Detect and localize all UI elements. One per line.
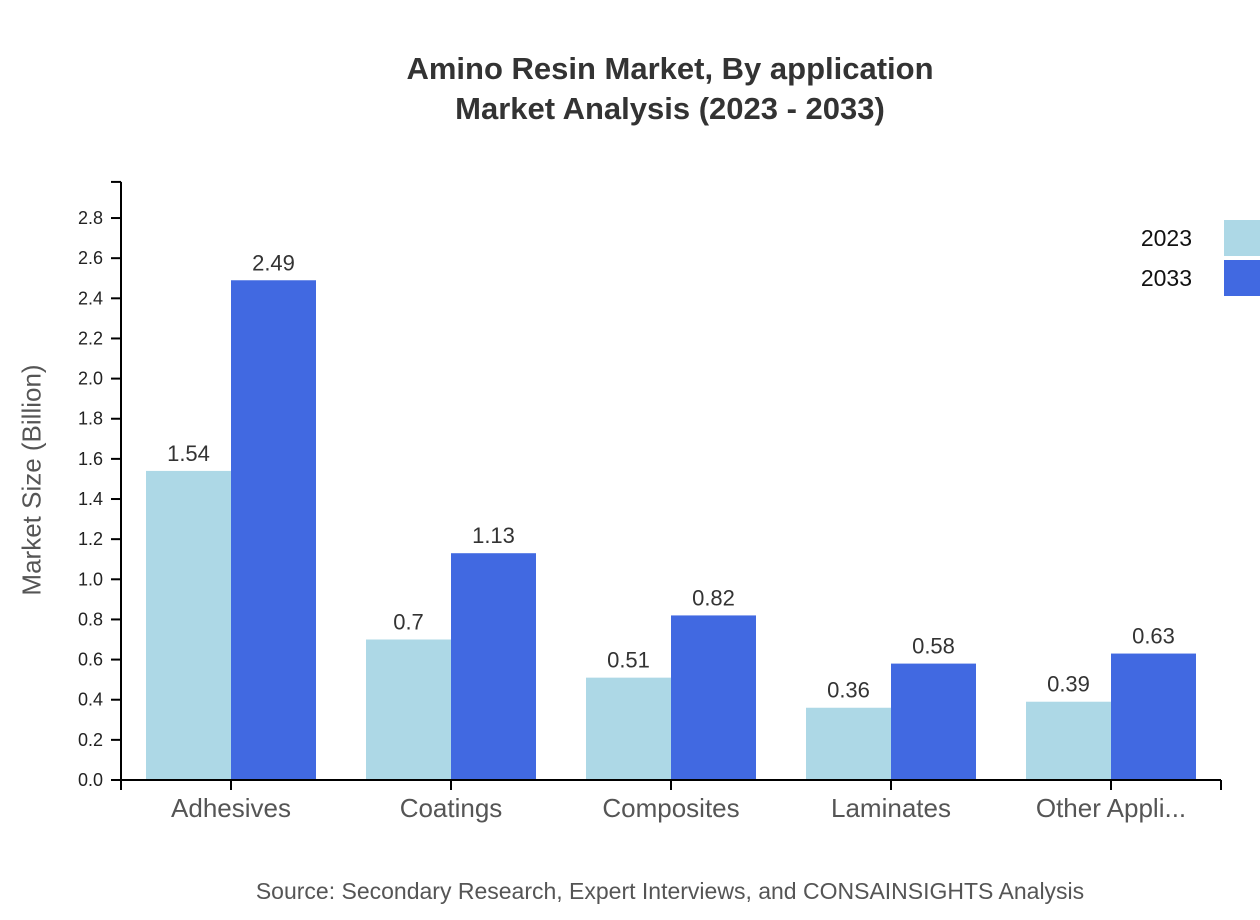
y-tick-label: 1.6	[78, 449, 103, 469]
legend-label: 2033	[1141, 265, 1192, 291]
data-label: 1.54	[167, 441, 210, 466]
bar-2023	[806, 707, 891, 780]
y-tick-label: 1.2	[78, 529, 103, 549]
data-label: 0.51	[607, 648, 650, 673]
data-label: 0.39	[1047, 672, 1090, 697]
y-tick-label: 2.2	[78, 328, 103, 348]
y-tick-label: 0.0	[78, 770, 103, 790]
y-tick-label: 0.8	[78, 609, 103, 629]
y-tick-label: 1.8	[78, 409, 103, 429]
data-label: 0.36	[827, 678, 870, 703]
bar-2033	[451, 553, 536, 780]
bar-2023	[1026, 701, 1111, 780]
data-label: 0.58	[912, 634, 955, 659]
bar-2033	[231, 280, 316, 780]
bar-2033	[891, 663, 976, 780]
x-tick-label: Coatings	[400, 793, 503, 823]
x-tick-label: Laminates	[831, 793, 951, 823]
y-tick-label: 2.4	[78, 288, 103, 308]
bar-2023	[366, 639, 451, 780]
y-tick-label: 1.0	[78, 569, 103, 589]
data-label: 1.13	[472, 523, 515, 548]
bar-2023	[146, 470, 231, 780]
chart-subtitle: Market Analysis (2023 - 2033)	[455, 91, 885, 126]
data-label: 0.82	[692, 585, 735, 610]
source-note: Source: Secondary Research, Expert Inter…	[255, 878, 1085, 904]
y-tick-label: 2.6	[78, 248, 103, 268]
data-label: 0.7	[393, 610, 424, 635]
legend-label: 2023	[1141, 225, 1192, 251]
data-label: 0.63	[1132, 624, 1175, 649]
y-tick-label: 1.4	[78, 489, 103, 509]
y-tick-label: 2.0	[78, 369, 103, 389]
bar-2033	[1111, 653, 1196, 780]
legend-swatch-2023	[1224, 220, 1260, 256]
bar-2023	[586, 677, 671, 780]
legend-swatch-2033	[1224, 260, 1260, 296]
chart-title: Amino Resin Market, By application	[406, 51, 934, 86]
y-tick-label: 0.2	[78, 730, 103, 750]
y-tick-label: 2.8	[78, 208, 103, 228]
bar-2033	[671, 615, 756, 780]
x-tick-label: Composites	[602, 793, 739, 823]
data-label: 2.49	[252, 250, 295, 275]
x-tick-label: Other Appli...	[1036, 793, 1186, 823]
x-tick-label: Adhesives	[171, 793, 291, 823]
y-tick-label: 0.6	[78, 650, 103, 670]
y-tick-label: 0.4	[78, 690, 103, 710]
